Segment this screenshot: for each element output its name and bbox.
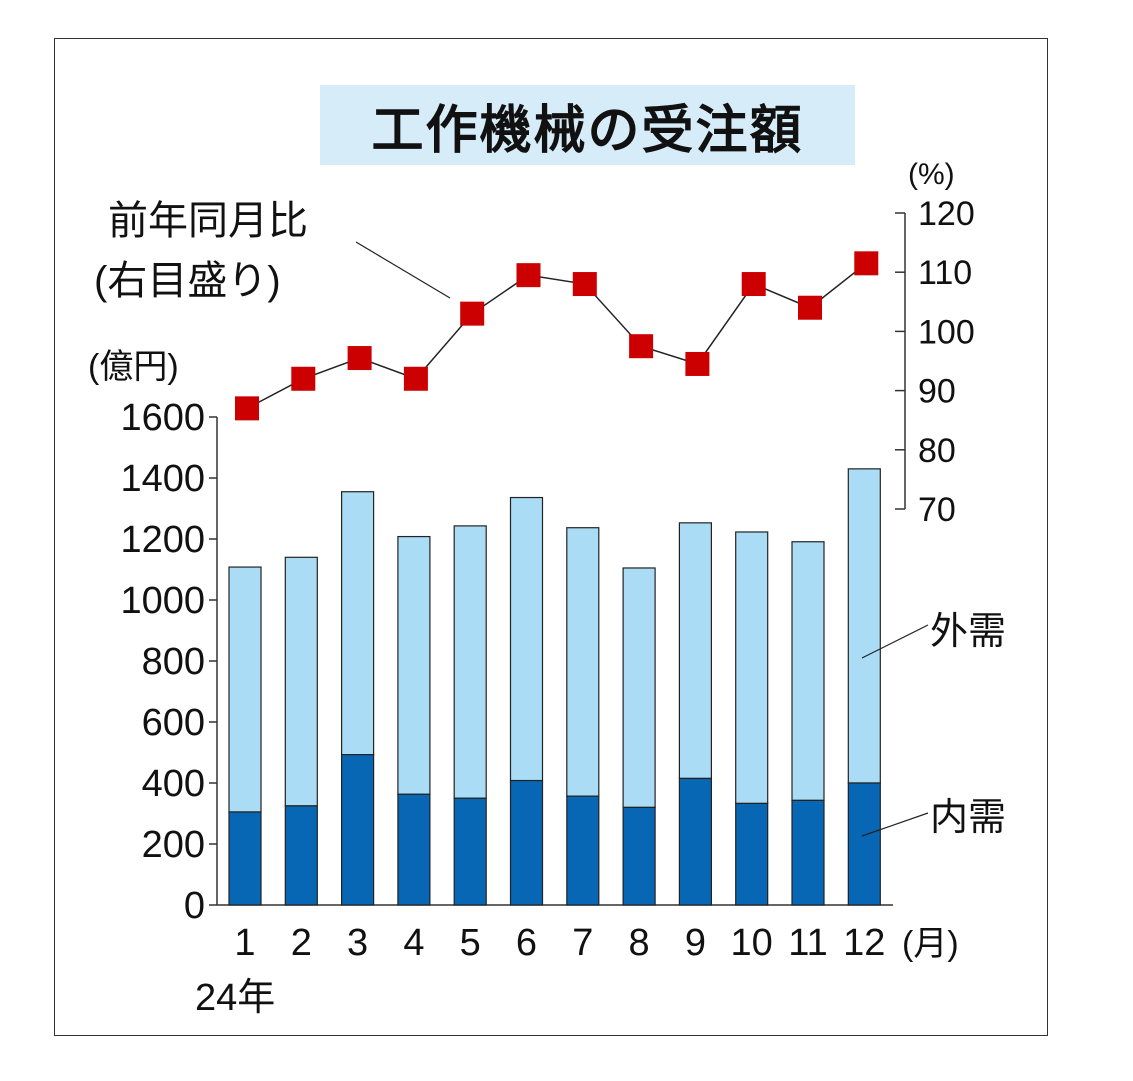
yoy-marker — [798, 295, 822, 320]
bar-domestic — [622, 806, 656, 906]
bar-domestic — [228, 811, 262, 906]
yoy-marker — [460, 301, 485, 326]
legend-domestic: 内需 — [930, 797, 1006, 839]
bar-domestic — [566, 795, 600, 906]
bar-domestic — [284, 805, 318, 906]
yoy-legend-label: 前年同月比 — [108, 199, 308, 243]
bar-domestic — [397, 793, 431, 906]
y-left-tick-label: 0 — [184, 885, 205, 927]
bar-export — [566, 527, 600, 797]
x-tick-label: 4 — [403, 922, 424, 964]
bar-export — [284, 556, 318, 807]
y-left-tick-label: 400 — [142, 763, 205, 805]
bar-export — [397, 535, 431, 795]
y-right-tick-label: 90 — [918, 373, 956, 411]
legend-export: 外需 — [930, 611, 1006, 653]
y-left-tick-label: 1400 — [120, 458, 205, 500]
chart-title: 工作機械の受注額 — [371, 100, 804, 161]
x-tick-label: 1 — [234, 922, 255, 964]
bar-export — [622, 567, 656, 808]
bar-domestic — [678, 777, 713, 906]
x-tick-label: 12 — [843, 922, 885, 964]
x-tick-label: 3 — [347, 922, 368, 964]
yoy-marker — [516, 263, 541, 288]
x-tick-label: 6 — [516, 922, 537, 964]
yoy-marker — [235, 396, 259, 421]
y-left-tick-label: 200 — [142, 824, 205, 866]
x-tick-label: 7 — [572, 922, 593, 964]
yoy-line — [246, 262, 867, 410]
x-tick-label: 5 — [460, 922, 481, 964]
bar-export — [678, 522, 713, 780]
export-leader-line — [861, 624, 929, 659]
x-tick-label: 8 — [629, 922, 650, 964]
x-tick-label: 11 — [788, 922, 827, 964]
y-right-unit: (%) — [908, 158, 955, 191]
title-box: 工作機械の受注額 — [320, 85, 855, 165]
yoy-marker — [685, 351, 710, 376]
domestic-leader-line — [861, 812, 929, 837]
x-tick-label: 2 — [291, 922, 312, 964]
bar-export — [228, 566, 262, 813]
y-left-tick-label: 1200 — [120, 519, 205, 561]
bar-export — [735, 531, 769, 805]
yoy-leader-line — [355, 241, 451, 299]
bar-export — [453, 525, 487, 799]
yoy-marker — [291, 366, 316, 391]
y-left-tick-label: 800 — [142, 641, 205, 683]
x-unit: (月) — [902, 925, 959, 963]
yoy-legend-note: (右目盛り) — [94, 259, 281, 303]
y-right-tick-label: 110 — [918, 254, 972, 292]
y-left-unit: (億円) — [88, 348, 179, 386]
bar-export — [791, 541, 825, 801]
bar-domestic — [341, 754, 375, 906]
bar-domestic — [735, 802, 769, 906]
x-year-label: 24年 — [195, 977, 275, 1019]
bar-domestic — [791, 799, 825, 906]
yoy-marker — [347, 346, 372, 371]
bar-export — [847, 468, 881, 784]
yoy-marker — [854, 251, 879, 276]
bar-domestic — [453, 797, 487, 906]
chart-frame — [54, 38, 1048, 1036]
x-tick-label: 9 — [685, 922, 706, 964]
x-tick-label: 10 — [731, 922, 773, 964]
yoy-marker — [741, 272, 766, 297]
y-left-tick-label: 600 — [142, 702, 205, 744]
y-right-tick-label: 120 — [918, 195, 975, 233]
bar-domestic — [509, 779, 544, 906]
bar-export — [509, 496, 544, 782]
y-right-tick-label: 70 — [918, 491, 956, 529]
y-left-tick-label: 1000 — [120, 580, 205, 622]
yoy-marker — [629, 334, 654, 359]
y-right-tick-label: 80 — [918, 432, 956, 470]
bar-export — [341, 491, 375, 756]
bar-domestic — [847, 782, 881, 906]
yoy-marker — [572, 272, 597, 297]
y-right-tick-label: 100 — [918, 313, 975, 351]
y-left-tick-label: 1600 — [120, 397, 205, 439]
yoy-marker — [403, 366, 428, 391]
